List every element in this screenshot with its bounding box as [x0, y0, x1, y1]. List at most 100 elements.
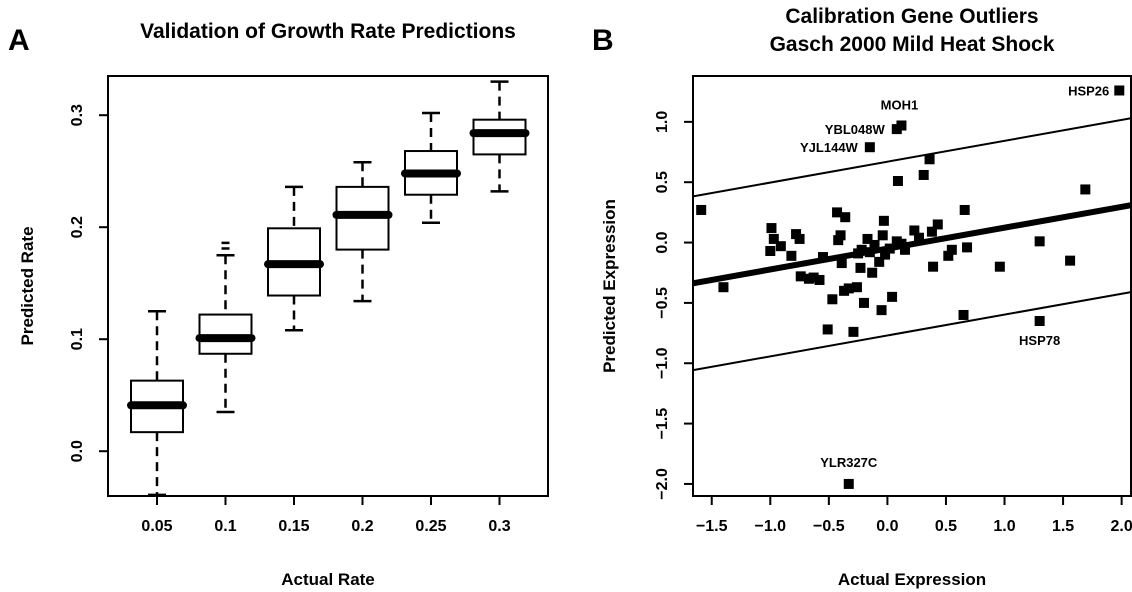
- panel-b-point: [959, 204, 970, 215]
- panel-b-gene-label: YBL048W: [825, 122, 886, 137]
- panel-b-point: [858, 297, 869, 308]
- panel-b-point: [832, 207, 843, 218]
- panel-b-x-tick-label: 0.0: [876, 518, 898, 535]
- panel-b-point: [848, 326, 859, 337]
- panel-a-y-tick-label: 0.1: [69, 328, 86, 350]
- panel-b-point: [909, 225, 920, 236]
- panel-b-upper-band-line: [693, 117, 1131, 198]
- panel-a-x-tick-label: 0.1: [214, 518, 236, 535]
- panel-b-point: [880, 249, 891, 260]
- panel-b-fit-line: [693, 202, 1131, 287]
- panel-b-point: [856, 244, 867, 255]
- panel-b-y-tick-label: 0.5: [654, 171, 671, 193]
- panel-b-labeled-point: [864, 142, 875, 153]
- panel-b-y-axis-title: Predicted Expression: [600, 199, 619, 373]
- panel-b-point: [899, 244, 910, 255]
- panel-a-x-tick-label: 0.2: [351, 518, 373, 535]
- panel-a: A Validation of Growth Rate Predictions …: [8, 20, 549, 589]
- panel-b-point: [928, 261, 939, 272]
- panel-b-point: [836, 258, 847, 269]
- panel-a-y-tick-label: 0.0: [69, 440, 86, 462]
- panel-a-y-axis: 0.0 0.1 0.2 0.3: [69, 104, 108, 462]
- panel-a-boxes: [127, 80, 530, 497]
- panel-b-gene-label: HSP78: [1019, 333, 1060, 348]
- panel-b-point: [827, 294, 838, 305]
- panel-b-point: [896, 238, 907, 249]
- panel-b-point: [1065, 255, 1076, 266]
- panel-a-y-tick-label: 0.2: [69, 216, 86, 238]
- panel-b-gene-label: MOH1: [881, 97, 919, 112]
- panel-b-point: [808, 272, 819, 283]
- panel-b-point: [867, 267, 878, 278]
- panel-b-point: [876, 305, 887, 316]
- panel-b-gene-label: YLR327C: [820, 455, 878, 470]
- panel-b-x-tick-label: −1.0: [754, 518, 786, 535]
- panel-b-x-axis-title: Actual Expression: [838, 570, 986, 589]
- panel-b-point: [843, 283, 854, 294]
- panel-b-point: [962, 242, 973, 253]
- panel-b-labeled-point: [1034, 316, 1045, 326]
- panel-b-point: [696, 204, 707, 215]
- panel-b-point: [766, 223, 777, 234]
- panel-a-y-axis-title: Predicted Rate: [18, 226, 37, 345]
- panel-b-gene-label: HSP26: [1068, 83, 1109, 98]
- panel-a-x-tick-label: 0.3: [488, 518, 510, 535]
- panel-a-x-tick-label: 0.05: [141, 518, 172, 535]
- panel-b-y-tick-label: −1.5: [654, 408, 671, 440]
- panel-b-point: [765, 246, 776, 256]
- panel-b-point: [814, 274, 825, 285]
- panel-b-point: [1034, 236, 1045, 247]
- panel-b-gene-labels: HSP26 MOH1 YBL048W YJL144W HSP78 YLR327C: [800, 83, 1109, 469]
- panel-b-labeled-point: [843, 478, 854, 489]
- panel-b-x-tick-label: 0.5: [935, 518, 957, 535]
- panel-a-y-tick-label: 0.3: [69, 104, 86, 126]
- panel-b-point: [946, 244, 957, 255]
- panel-b-letter: B: [592, 24, 614, 57]
- panel-a-x-axis: 0.05 0.1 0.15 0.2 0.25 0.3: [141, 496, 511, 535]
- panel-b-point: [768, 233, 779, 244]
- panel-a-title: Validation of Growth Rate Predictions: [140, 20, 516, 43]
- panel-b-point: [864, 247, 875, 258]
- panel-b-x-tick-label: 2.0: [1111, 518, 1132, 535]
- panel-b-point: [855, 262, 866, 273]
- panel-a-letter: A: [8, 24, 30, 57]
- panel-b-point: [795, 271, 806, 282]
- panel-b-point: [958, 309, 969, 320]
- panel-b-point: [851, 282, 862, 293]
- panel-b-y-axis: −2.0 −1.5 −1.0 −0.5 0.0 0.5 1.0: [654, 111, 693, 500]
- panel-b-title-line-2: Gasch 2000 Mild Heat Shock: [770, 33, 1055, 56]
- panel-a-x-tick-label: 0.15: [278, 518, 309, 535]
- panel-b-point: [914, 232, 925, 243]
- panel-b-y-tick-label: −2.0: [654, 468, 671, 500]
- panel-b-point: [718, 282, 729, 293]
- panel-b-point: [862, 233, 873, 244]
- panel-b-x-tick-label: −0.5: [813, 518, 845, 535]
- panel-b-plot-frame: [692, 75, 1132, 497]
- panel-b-labeled-point: [1114, 85, 1125, 96]
- panel-b-x-tick-label: 1.0: [993, 518, 1015, 535]
- panel-b-point: [869, 239, 880, 250]
- panel-b-point: [822, 324, 833, 335]
- panel-b-point: [924, 154, 935, 165]
- panel-b-point: [926, 226, 937, 237]
- panel-b-y-tick-label: 1.0: [654, 111, 671, 133]
- panel-b-fit-lines: [693, 117, 1131, 372]
- panel-b-point: [884, 243, 895, 254]
- panel-b-point: [1080, 184, 1091, 195]
- panel-b-x-tick-label: 1.5: [1052, 518, 1074, 535]
- panel-a-x-tick-label: 0.25: [415, 518, 446, 535]
- panel-b-point: [994, 261, 1005, 272]
- panel-b-y-tick-label: −0.5: [654, 287, 671, 319]
- panel-b-point: [835, 230, 846, 241]
- panel-b-point: [932, 219, 943, 230]
- panel-b-y-tick-label: −1.0: [654, 347, 671, 379]
- panel-a-plot-frame: [107, 75, 549, 497]
- panel-b-point: [874, 256, 885, 267]
- panel-b-title-line-1: Calibration Gene Outliers: [785, 5, 1038, 28]
- panel-b-point: [878, 215, 889, 226]
- panel-b-x-axis: −1.5 −1.0 −0.5 0.0 0.5 1.0 1.5 2.0: [696, 496, 1132, 535]
- panel-b-point: [887, 291, 898, 302]
- panel-b-point: [892, 176, 903, 186]
- panel-b-lower-band-line: [693, 291, 1131, 372]
